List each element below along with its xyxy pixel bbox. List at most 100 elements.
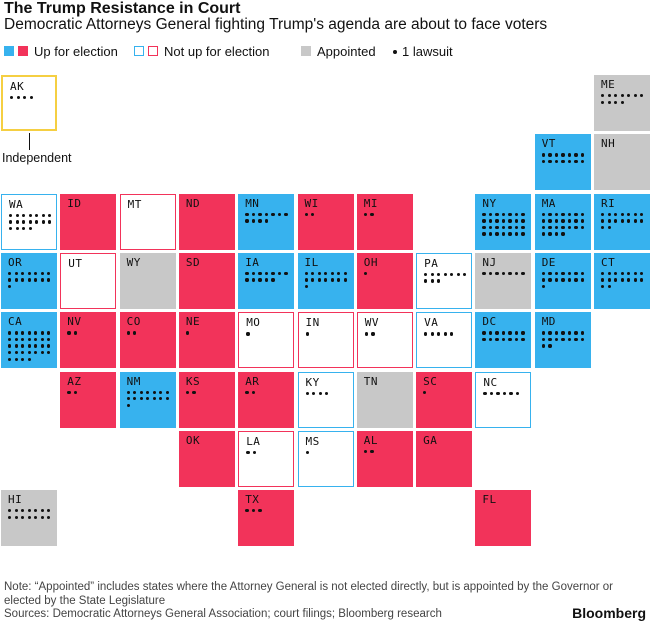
lawsuit-dot — [311, 278, 315, 282]
lawsuit-dot — [554, 271, 559, 276]
lawsuit-dot — [541, 337, 546, 342]
lawsuit-dot — [251, 390, 256, 394]
lawsuit-dot — [40, 331, 44, 335]
lawsuit-dot — [343, 271, 347, 276]
lawsuit-dot — [9, 213, 13, 217]
lawsuit-dot — [561, 153, 565, 157]
lawsuit-dot — [284, 212, 288, 216]
lawsuit-dot — [14, 331, 18, 335]
lawsuit-dot — [251, 212, 256, 216]
lawsuit-dot — [482, 331, 486, 335]
lawsuit-dot — [8, 285, 12, 289]
lawsuit-dot — [363, 449, 368, 454]
lawsuit-dot — [27, 331, 31, 335]
state-abbr: WI — [304, 196, 319, 210]
state-abbr: WV — [364, 316, 380, 330]
state-abbr: TX — [245, 493, 260, 507]
state-tile-wa: WA — [1, 193, 57, 250]
lawsuit-dot — [271, 212, 275, 216]
lawsuit-dot — [607, 225, 611, 230]
sources: Sources: Democratic Attorneys General As… — [4, 608, 442, 620]
lawsuit-dot — [304, 278, 308, 282]
state-tile-md: MD — [534, 312, 591, 369]
state-tile-ma: MA — [534, 193, 591, 250]
lawsuit-dot — [126, 390, 130, 394]
lawsuit-dot — [27, 515, 31, 520]
lawsuit-dot — [258, 509, 262, 513]
lawsuit-dot — [21, 271, 25, 276]
lawsuit-dot — [548, 232, 552, 236]
chart-title: The Trump Resistance in Court — [4, 0, 241, 17]
lawsuit-dot — [574, 212, 578, 216]
lawsuit-dot — [27, 344, 31, 348]
lawsuit-dot — [501, 337, 506, 342]
lawsuit-dot — [73, 331, 78, 335]
lawsuit-dot — [488, 232, 493, 236]
lawsuit-dot — [561, 278, 565, 282]
lawsuit-dot — [548, 271, 552, 276]
lawsuit-dot — [601, 225, 605, 230]
lawsuit-dot — [41, 213, 45, 217]
lawsuit-dot — [554, 219, 559, 223]
lawsuit-dot — [574, 225, 578, 230]
state-abbr: PA — [424, 256, 439, 270]
lawsuit-dot — [21, 350, 25, 355]
state-tile-sd: SD — [178, 252, 235, 309]
lawsuit-dot — [34, 278, 38, 282]
lawsuit-dot — [488, 212, 493, 216]
lawsuit-dot — [574, 337, 578, 342]
lawsuit-dot — [10, 96, 14, 100]
lawsuit-dot — [509, 391, 513, 395]
lawsuit-dot — [482, 271, 486, 276]
lawsuit-dot — [28, 226, 32, 231]
lawsuit-dot — [245, 278, 249, 282]
lawsuit-dot — [614, 278, 618, 282]
state-abbr: WY — [126, 255, 141, 269]
lawsuit-dot — [508, 212, 512, 216]
lawsuit-dot — [251, 271, 256, 276]
state-tile-ks: KS — [178, 371, 235, 428]
lawsuit-dot — [567, 212, 572, 216]
state-tile-co: CO — [119, 312, 176, 369]
lawsuit-dot — [430, 332, 434, 336]
lawsuit-dot — [567, 159, 572, 164]
lawsuit-dot — [21, 509, 25, 513]
lawsuit-dot — [251, 219, 256, 223]
lawsuit-dot — [258, 271, 262, 276]
lawsuit-dot — [424, 272, 428, 277]
lawsuit-dot — [614, 212, 618, 216]
lawsuit-dot — [8, 271, 12, 276]
lawsuit-dot — [548, 337, 552, 342]
lawsuit-dot — [561, 331, 565, 335]
state-tile-ky: KY — [297, 371, 354, 428]
lawsuit-dot — [40, 344, 44, 348]
lawsuit-dot — [640, 278, 644, 282]
lawsuit-dot — [488, 337, 493, 342]
lawsuit-dot — [47, 337, 51, 342]
lawsuit-dot — [363, 271, 368, 276]
lawsuit-dot — [21, 357, 25, 361]
lawsuit-dot — [640, 212, 644, 216]
lawsuit-dot — [501, 212, 506, 216]
lawsuit-dot — [495, 337, 499, 342]
lawsuit-dot — [541, 331, 546, 335]
lawsuit-dot — [305, 391, 309, 395]
lawsuit-dot — [363, 212, 368, 216]
lawsuit-dot — [264, 271, 269, 276]
independent-leader-line — [29, 133, 30, 150]
lawsuit-dot — [47, 344, 51, 348]
state-tile-hi: HI — [1, 490, 57, 547]
lawsuit-dot — [67, 390, 71, 394]
state-abbr: KY — [305, 375, 320, 389]
lawsuit-dot — [251, 278, 256, 282]
lawsuit-dot — [620, 278, 624, 282]
state-abbr: OK — [185, 433, 201, 447]
lawsuit-dot — [133, 397, 137, 401]
lawsuit-dot — [580, 337, 585, 342]
lawsuit-dot — [370, 449, 374, 454]
lawsuit-dot — [627, 278, 631, 282]
lawsuit-dot — [508, 219, 512, 223]
lawsuit-dot — [574, 153, 578, 157]
lawsuit-dot — [495, 212, 499, 216]
lawsuit-dot — [541, 278, 546, 282]
